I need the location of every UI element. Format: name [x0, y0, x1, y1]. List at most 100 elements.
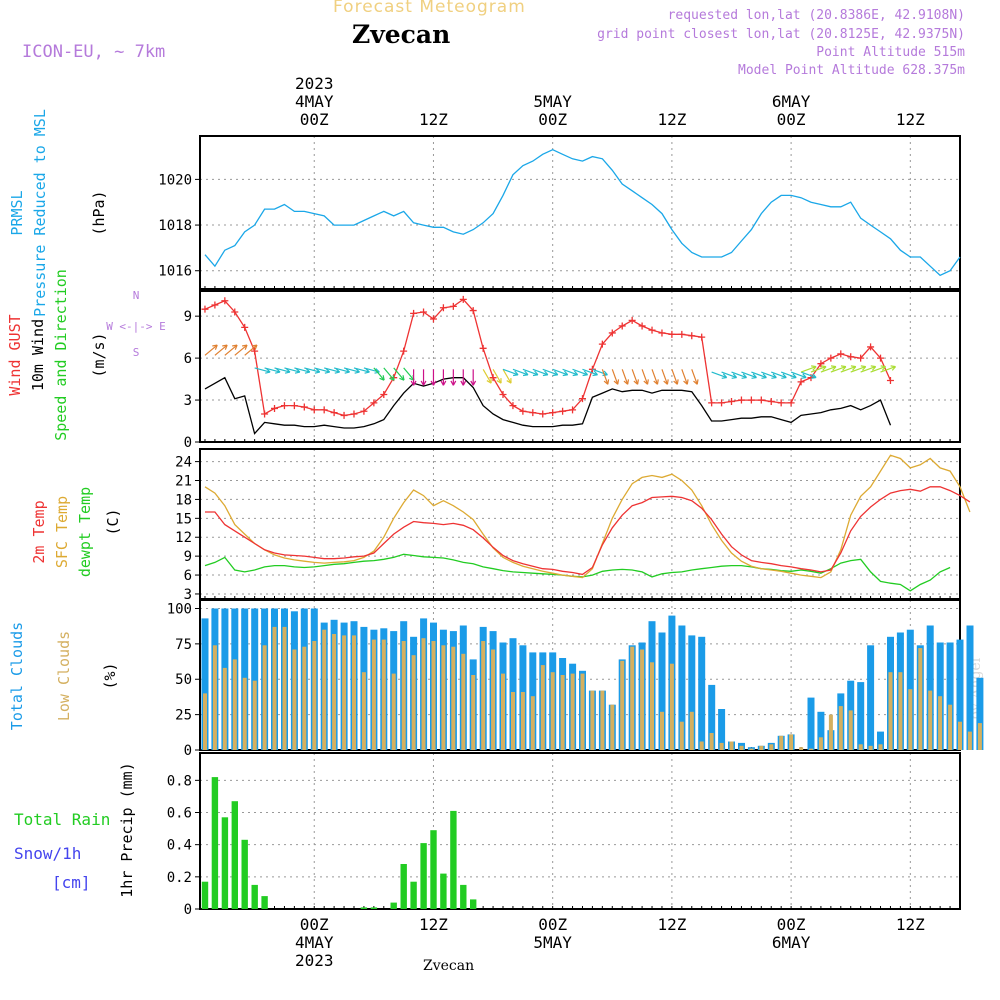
wind-direction-arrow	[661, 369, 668, 385]
wind-direction-arrow	[562, 368, 578, 376]
low-cloud-bar	[272, 626, 277, 750]
wind-direction-arrow	[641, 369, 649, 385]
gust-marker	[380, 390, 388, 398]
wind-arrow-head	[251, 344, 258, 350]
wind-direction-arrow	[771, 371, 787, 379]
wind-direction-arrow	[542, 368, 558, 376]
wind-arrow-head	[850, 365, 857, 371]
low-cloud-bar	[451, 646, 456, 750]
wind-direction-arrow	[751, 371, 767, 379]
temp-unit: (C)	[104, 508, 122, 535]
total-cloud-bar	[926, 625, 934, 750]
low-cloud-bar	[858, 744, 863, 750]
gust-marker	[877, 354, 885, 362]
wind-arrow-head	[486, 378, 492, 384]
gust-marker	[618, 322, 626, 330]
wind-direction-arrow	[870, 366, 886, 373]
total-cloud-bar	[718, 709, 726, 750]
pressure-unit: (hPa)	[90, 190, 108, 235]
wind-direction-arrow	[314, 367, 330, 373]
gust-marker	[847, 353, 855, 361]
gust-marker	[718, 399, 726, 407]
top-time-label: 00Z	[300, 110, 329, 129]
low-cloud-bar	[769, 744, 774, 750]
wind-arrow-head	[222, 344, 228, 350]
low-cloud-bar	[401, 641, 406, 750]
wind-arrow-head	[572, 370, 579, 377]
rain-bar	[410, 881, 417, 909]
gust-marker	[588, 365, 596, 373]
low-cloud-bar	[848, 710, 853, 750]
wind-arrow-head	[811, 373, 817, 379]
total-cloud-bar	[658, 632, 666, 750]
low-cloud-bar	[252, 680, 257, 750]
bottom-time-label: 12Z	[657, 915, 686, 934]
low-cloud-bar	[242, 677, 247, 750]
low-cloud-bar	[203, 693, 207, 750]
low-cloud-bar	[908, 689, 913, 750]
top-time-label: 12Z	[657, 110, 686, 129]
wind-direction-arrow	[244, 344, 258, 356]
y-tick-label: 1018	[158, 218, 192, 234]
wind-direction-arrow	[254, 367, 271, 373]
wind-direction-arrow	[880, 366, 896, 373]
wind-arrow-head	[430, 380, 437, 386]
wind-arrow-head	[801, 373, 807, 379]
low-cloud-bar	[560, 675, 565, 750]
total-cloud-bar	[678, 625, 686, 750]
wind-arrow-head	[522, 370, 529, 377]
wind-arrow-head	[506, 378, 512, 384]
y-tick-label: 75	[175, 637, 192, 653]
wind-arrow-head	[643, 379, 649, 385]
wind-direction-arrow	[353, 367, 370, 373]
compass-south: S	[133, 346, 140, 359]
low-cloud-bar	[809, 748, 813, 750]
y-tick-label: 12	[175, 530, 192, 546]
wind-arrow-head	[840, 365, 847, 371]
gust-marker	[608, 329, 616, 337]
low-cloud-bar	[441, 645, 446, 750]
wind-arrow-head	[460, 380, 467, 386]
low-cloud-bar	[620, 660, 625, 750]
rain-bar	[450, 810, 457, 909]
wind-arrow-head	[532, 370, 539, 377]
total-cloud-bar	[857, 682, 865, 750]
wind-direction-arrow	[800, 371, 817, 379]
gust-marker	[320, 406, 328, 414]
wind-arrow-head	[731, 373, 738, 379]
wind-arrow-head	[811, 365, 817, 371]
low-cloud-bar	[779, 735, 784, 750]
wind-direction-arrow	[761, 371, 777, 379]
gust-marker	[221, 297, 229, 305]
wind-direction-arrow	[631, 369, 639, 385]
wind-direction-arrow	[393, 367, 405, 381]
wind-direction-arrow	[204, 344, 218, 356]
footer-location: Zvecan	[423, 958, 475, 974]
rain-bar	[460, 884, 467, 909]
wind-direction-arrow	[800, 366, 817, 373]
wind-direction-arrow	[274, 367, 291, 373]
total-cloud-bar	[698, 636, 706, 750]
gust-marker	[678, 330, 686, 338]
total-cloud-bar	[966, 625, 974, 750]
y-tick-label: 24	[175, 455, 192, 471]
low-cloud-bar	[868, 745, 873, 750]
y-tick-label: 0.2	[167, 870, 192, 886]
wind-direction-arrow	[651, 369, 659, 385]
gust-marker	[529, 409, 537, 417]
low-cloud-bar	[580, 673, 585, 750]
wind-arrow-head	[673, 379, 679, 385]
model-altitude: Model Point Altitude 628.375m	[738, 63, 965, 78]
wind-direction-arrow	[790, 371, 807, 379]
wind-direction-arrow	[572, 368, 588, 376]
low-cloud-bar	[292, 649, 297, 750]
wind-direction-arrow	[850, 366, 866, 373]
gust-marker	[787, 399, 795, 407]
low-cloud-bar	[421, 638, 426, 750]
low-cloud-bar	[918, 648, 923, 750]
wind-arrow-head	[399, 375, 405, 381]
gust-marker	[578, 395, 586, 403]
low-cloud-bar	[709, 733, 714, 750]
low-cloud-bar	[312, 641, 317, 750]
